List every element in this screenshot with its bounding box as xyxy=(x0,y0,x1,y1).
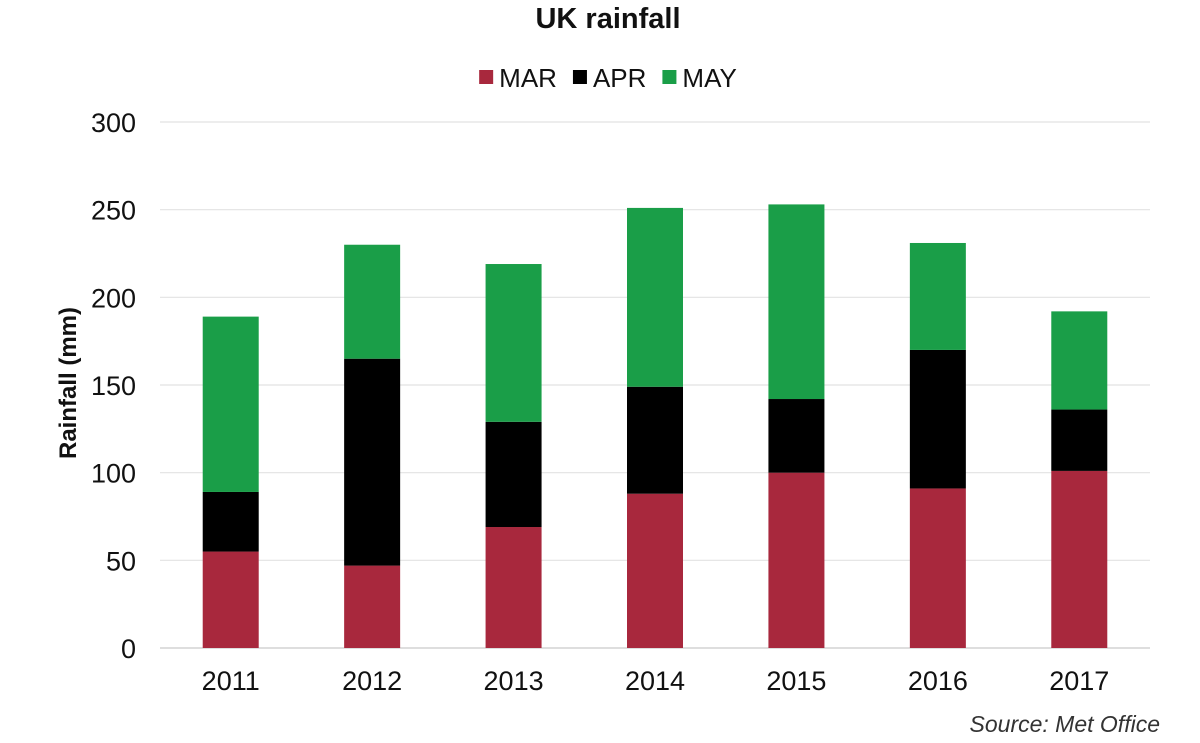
bar-apr-2012 xyxy=(344,358,401,566)
y-tick-label: 300 xyxy=(91,108,136,138)
bars xyxy=(202,204,1108,648)
bar-apr-2014 xyxy=(627,386,683,494)
bar-may-2015 xyxy=(768,204,825,400)
y-tick-label: 150 xyxy=(91,371,136,401)
legend-label-may: MAY xyxy=(682,63,736,93)
bar-mar-2012 xyxy=(344,565,401,648)
bar-may-2011 xyxy=(202,316,259,492)
y-axis-label: Rainfall (mm) xyxy=(55,307,82,459)
legend-swatch-mar xyxy=(479,70,494,84)
x-tick-label: 2015 xyxy=(766,666,826,696)
x-tick-label: 2011 xyxy=(202,666,260,696)
x-tick-label: 2012 xyxy=(342,666,402,696)
y-tick-label: 200 xyxy=(91,283,136,313)
bar-mar-2014 xyxy=(627,493,683,648)
x-tick-label: 2017 xyxy=(1049,666,1109,696)
bar-apr-2015 xyxy=(768,399,825,473)
bar-apr-2013 xyxy=(485,421,542,528)
x-axis: 2011 2012 2013 2014 2015 2016 2017 xyxy=(202,666,1110,696)
bar-mar-2013 xyxy=(485,527,542,648)
legend-swatch-may xyxy=(662,70,677,84)
bar-mar-2016 xyxy=(909,488,966,648)
legend-label-apr: APR xyxy=(593,63,646,93)
y-tick-label: 250 xyxy=(91,196,136,226)
bar-mar-2015 xyxy=(768,472,825,648)
y-tick-label: 50 xyxy=(106,546,136,576)
bar-may-2012 xyxy=(344,244,401,359)
chart-title: UK rainfall xyxy=(535,3,680,35)
y-tick-label: 0 xyxy=(121,634,136,664)
bar-may-2014 xyxy=(627,207,683,387)
source-note: Source: Met Office xyxy=(970,711,1160,737)
x-tick-label: 2016 xyxy=(908,666,968,696)
bar-apr-2016 xyxy=(909,349,966,489)
bar-mar-2017 xyxy=(1051,470,1108,648)
x-tick-label: 2013 xyxy=(484,666,544,696)
bar-may-2013 xyxy=(485,264,542,422)
bar-may-2016 xyxy=(909,242,966,350)
legend-label-mar: MAR xyxy=(499,63,557,93)
legend-swatch-apr xyxy=(572,70,587,84)
x-tick-label: 2014 xyxy=(625,666,685,696)
y-tick-label: 100 xyxy=(91,459,136,489)
bar-mar-2011 xyxy=(202,551,259,648)
bar-may-2017 xyxy=(1051,311,1108,410)
legend: MAR APR MAY xyxy=(479,63,737,93)
bar-apr-2011 xyxy=(202,491,259,552)
bar-apr-2017 xyxy=(1051,409,1108,471)
y-axis: 0 50 100 150 200 250 300 xyxy=(91,108,136,664)
